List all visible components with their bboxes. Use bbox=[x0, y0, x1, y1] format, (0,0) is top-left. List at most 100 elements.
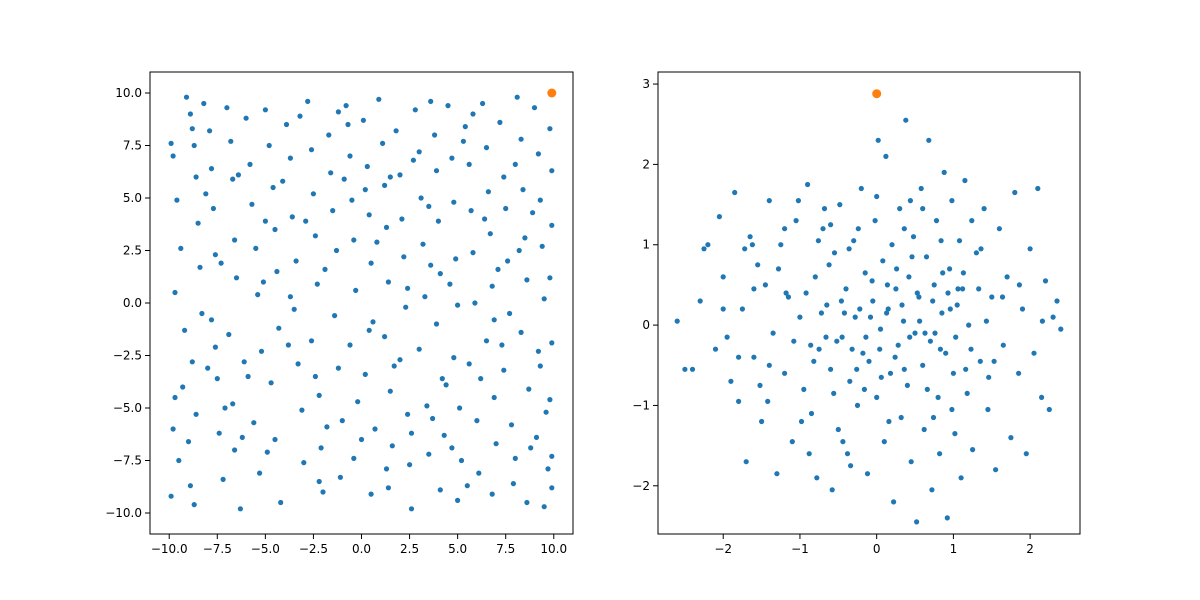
left-data-point bbox=[408, 430, 415, 436]
left-data-point bbox=[412, 107, 418, 113]
right-data-point bbox=[858, 185, 864, 192]
left-data-point bbox=[322, 266, 328, 272]
left-data-point bbox=[526, 386, 532, 392]
left-data-point bbox=[291, 306, 297, 312]
left-data-point bbox=[245, 373, 251, 380]
right-data-point bbox=[701, 246, 707, 252]
right-data-point bbox=[869, 278, 875, 284]
right-y-axis-ticks: −2 −1 0 1 2 3 bbox=[632, 77, 658, 493]
left-data-point bbox=[335, 365, 341, 371]
right-data-point bbox=[898, 414, 904, 421]
right-data-point bbox=[867, 314, 874, 320]
left-data-point bbox=[301, 460, 307, 466]
left-data-point bbox=[497, 119, 503, 125]
left-data-point bbox=[170, 426, 176, 432]
left-data-point bbox=[366, 212, 372, 218]
left-data-point bbox=[399, 216, 405, 222]
left-data-point bbox=[233, 275, 240, 281]
left-data-point bbox=[232, 447, 238, 453]
right-data-point bbox=[904, 382, 911, 388]
right-data-point bbox=[774, 471, 780, 477]
left-data-point bbox=[505, 258, 511, 264]
right-data-point bbox=[720, 306, 726, 312]
right-data-point bbox=[966, 322, 972, 328]
right-data-point bbox=[860, 350, 866, 356]
right-data-point bbox=[847, 378, 853, 384]
right-data-point bbox=[930, 298, 936, 304]
left-data-point bbox=[335, 109, 341, 115]
left-data-point bbox=[349, 197, 355, 203]
left-data-point bbox=[197, 264, 203, 270]
left-y-tick-label: 7.5 bbox=[123, 139, 142, 153]
left-data-point bbox=[531, 105, 538, 111]
right-data-point bbox=[895, 342, 901, 348]
left-data-point bbox=[447, 281, 453, 287]
left-data-point bbox=[183, 94, 190, 100]
left-data-point bbox=[474, 418, 480, 424]
left-data-point bbox=[182, 327, 188, 333]
left-data-point bbox=[328, 170, 334, 176]
left-data-point bbox=[426, 203, 432, 209]
right-data-point bbox=[766, 198, 772, 204]
left-data-point bbox=[380, 140, 386, 146]
right-data-point bbox=[940, 270, 946, 276]
left-data-point bbox=[293, 258, 299, 264]
left-data-point bbox=[420, 241, 426, 247]
left-data-point bbox=[174, 197, 180, 203]
left-data-point bbox=[470, 111, 476, 117]
left-data-point bbox=[460, 138, 466, 144]
left-data-point bbox=[514, 94, 520, 100]
left-data-point bbox=[393, 128, 399, 134]
left-highlight-point bbox=[547, 88, 557, 98]
left-data-point bbox=[364, 163, 370, 170]
right-highlight-point bbox=[872, 89, 882, 99]
right-data-point bbox=[978, 246, 984, 252]
right-data-point bbox=[922, 330, 928, 336]
left-data-point bbox=[251, 420, 257, 426]
right-data-point bbox=[834, 338, 840, 344]
left-data-point bbox=[341, 176, 347, 182]
right-data-point bbox=[924, 386, 930, 392]
right-data-point bbox=[749, 242, 756, 248]
right-data-point bbox=[736, 354, 742, 360]
right-data-point bbox=[1058, 326, 1064, 332]
left-data-point bbox=[305, 98, 311, 104]
right-data-point bbox=[808, 342, 814, 348]
left-data-point bbox=[355, 399, 361, 405]
left-data-point bbox=[255, 292, 261, 298]
left-data-point bbox=[435, 218, 441, 224]
left-data-point bbox=[178, 245, 184, 251]
left-data-point bbox=[249, 201, 255, 207]
right-data-point bbox=[877, 326, 884, 332]
right-data-point bbox=[864, 471, 871, 477]
left-data-point bbox=[451, 199, 457, 205]
left-data-point bbox=[418, 195, 424, 201]
right-data-point bbox=[870, 298, 876, 304]
left-data-point bbox=[172, 394, 178, 401]
left-data-point bbox=[382, 334, 388, 340]
left-y-tick-label: −5.0 bbox=[113, 401, 142, 415]
left-data-point bbox=[437, 271, 443, 277]
left-data-point bbox=[524, 499, 530, 506]
left-data-point bbox=[508, 422, 515, 428]
left-data-point bbox=[230, 401, 236, 407]
left-data-point bbox=[443, 382, 449, 388]
left-data-point bbox=[387, 174, 393, 180]
left-data-point bbox=[353, 287, 359, 293]
left-data-point bbox=[541, 296, 547, 302]
left-data-point bbox=[530, 210, 536, 216]
right-data-point bbox=[1016, 370, 1022, 376]
left-data-point bbox=[226, 331, 232, 338]
right-scatter-panel: −2 −1 0 1 2 −2 −1 0 1 2 3 bbox=[632, 71, 1081, 556]
left-data-point bbox=[403, 304, 409, 310]
right-data-point bbox=[910, 234, 917, 240]
left-data-point bbox=[449, 155, 455, 161]
left-data-point bbox=[230, 176, 236, 182]
right-data-point bbox=[855, 226, 861, 232]
left-data-point bbox=[266, 142, 272, 149]
left-data-point bbox=[516, 247, 522, 254]
right-data-point bbox=[811, 358, 817, 364]
right-y-tick-label: −2 bbox=[632, 479, 650, 493]
left-data-point bbox=[257, 470, 263, 476]
right-data-point bbox=[964, 390, 970, 396]
